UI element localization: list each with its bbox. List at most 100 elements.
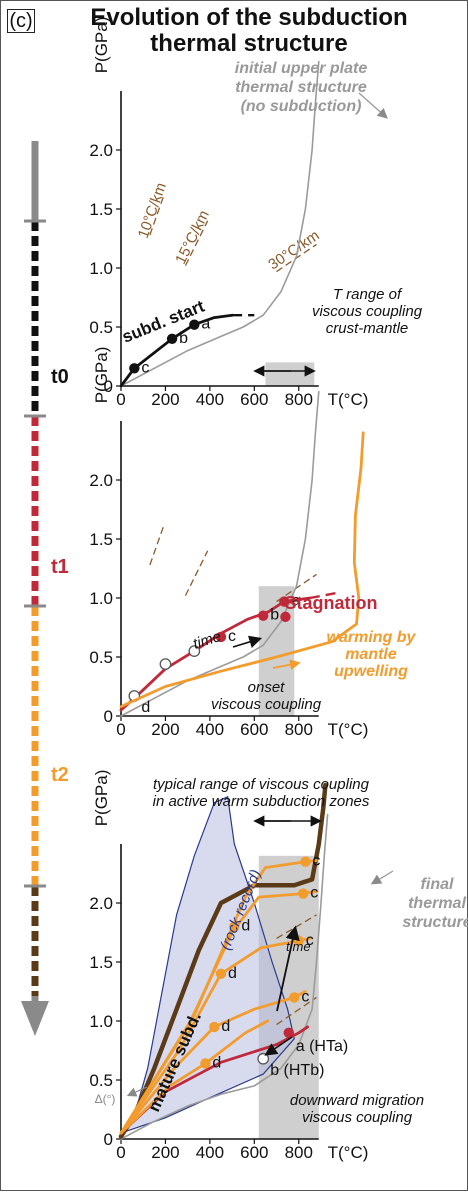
panel-t1-gradient-line-2 — [184, 550, 209, 596]
panel-t2-xtick-label-800: 800 — [285, 1143, 313, 1162]
panel-t2-marker-intermediate-5-c — [300, 856, 311, 867]
panel-t1-marker-stagnation-a — [279, 596, 290, 607]
t1-warming-annotation-line-2: mantle — [345, 646, 397, 663]
t2-typical-range-annotation-line-2: in active warm subduction zones — [153, 793, 370, 810]
t1-onset-annotation-line-2: viscous coupling — [211, 696, 322, 713]
panel-t1-series-stagnation-dashed — [309, 590, 342, 600]
panel-t1-marker-label-stagnation-2: a — [291, 593, 300, 610]
t0-trange-annotation-line-2: viscous coupling — [312, 303, 423, 320]
timeline-label-t0: t0 — [51, 366, 69, 388]
panel-t2-marker-intermediate-1-d — [200, 1058, 211, 1069]
panel-t0-marker-label-subduction-start-1: b — [179, 330, 188, 347]
panel-t0-gradient-label-3: 30°C/km — [265, 227, 322, 273]
panel-t2-marker-intermediate-3-d — [215, 968, 227, 979]
panel-t0-ytick-label-1: 1.0 — [89, 259, 113, 278]
panel-t0-series-initial-upper-plate — [120, 60, 320, 387]
panel-t2-series-final-thermal — [120, 813, 329, 1140]
panel-t0-shaded-range — [265, 362, 315, 386]
panel-t1-marker-stagnation-c — [215, 631, 227, 643]
t0-trange-annotation-line-3: crust-mantle — [326, 320, 409, 337]
panel-t2-rock-record-area — [119, 795, 295, 1135]
panel-t2-marker-label-intermediate-5-0: c — [312, 853, 320, 870]
panel-t1-ytick-label-1.5: 1.5 — [89, 530, 113, 549]
panel-t1-open-marker-stagnation-1 — [159, 658, 172, 670]
panel-t0-xlabel: T(°C) — [328, 390, 369, 409]
panel-t2-marker-label-intermediate-3-1: c — [306, 932, 314, 949]
panel-t1-ytick-label-0: 0 — [104, 707, 113, 726]
panel-t0-gradient-label-1: 10°C/km — [135, 181, 170, 241]
t0-initial-annotation-line-3: (no subduction) — [241, 98, 362, 115]
panel-t2-marker-label-intermediate-3-0: d — [228, 965, 237, 982]
t2-time-arrow — [276, 925, 300, 1012]
panel-t2: 0 0.5 1.0 1.5 2.0 0 200 400 600 800 T(°C) P(GPa) a (… — [89, 770, 368, 1162]
title-line-1: Evolution of the subduction — [90, 4, 408, 31]
panel-t1: 0 0.5 1.0 1.5 2.0 0 200 400 600 800 T(°C) P(GPa) c ba… — [89, 347, 368, 739]
panel-label: (c) — [7, 9, 35, 33]
panel-t0-marker-subduction-start-b — [166, 333, 178, 344]
panel-t2-series-mature-subduction — [118, 782, 328, 1139]
t2-final-annotation-line-3: structure — [402, 914, 468, 931]
panel-t0-ylabel: P(GPa) — [92, 17, 111, 74]
t1-warming-annotation-line-3: upwelling — [334, 663, 408, 680]
panel-t0-gradient-line-2 — [184, 220, 209, 266]
panel-t1-gradient-line-1 — [149, 526, 164, 566]
t2-typical-range-annotation-line-1: typical range of viscous coupling — [153, 776, 370, 793]
panel-t2-ytick-label-1.5: 1.5 — [89, 953, 113, 972]
panel-t2-xtick-label-600: 600 — [240, 1143, 268, 1162]
panel-t1-marker-label-stagnation-0: c — [228, 628, 236, 645]
panel-t0-ytick-label-1.5: 1.5 — [89, 200, 113, 219]
panel-t0-ytick-label-2: 2.0 — [89, 141, 113, 160]
panel-t1-ytick-label-0.5: 0.5 — [89, 648, 113, 667]
panel-t1-marker-stagnation-b — [258, 610, 269, 621]
t1-time-label: time — [191, 628, 223, 653]
panel-t1-xlabel: T(°C) — [328, 720, 369, 739]
panel-t2-marker-label-downward-migration-0: a (HTa) — [296, 1038, 348, 1055]
panel-t0-marker-subduction-start-a — [189, 319, 200, 330]
panel-t2-marker-intermediate-4-c — [298, 888, 309, 899]
panel-t1-ytick-label-1: 1.0 — [89, 589, 113, 608]
timeline-label-t1: t1 — [51, 556, 69, 578]
panel-t1-marker-stagnation-3 — [280, 611, 291, 623]
t2-delta-label: Δ(°) — [95, 1092, 116, 1106]
t1-time-arrow — [232, 635, 263, 648]
t0-initial-arrow — [358, 92, 388, 119]
t1-stagnation-label: Stagnation — [285, 593, 378, 613]
panel-t2-gradient-line-2 — [276, 996, 317, 1026]
panel-t2-ytick-label-1: 1.0 — [89, 1012, 113, 1031]
t0-initial-annotation-line-2: thermal structure — [235, 79, 367, 96]
panel-t2-marker-downward-migration-a (HTa) — [283, 1027, 294, 1039]
panel-t1-xtick-label-600: 600 — [240, 720, 268, 739]
t2-downward-arrow — [264, 1036, 293, 1056]
t2-downward-annotation-line-2: viscous coupling — [302, 1109, 413, 1126]
t2-final-annotation-line-2: thermal — [408, 895, 466, 912]
panel-t2-ytick-label-0: 0 — [104, 1130, 113, 1149]
panel-t0-xtick-label-0: 0 — [116, 390, 125, 409]
title-line-2: thermal structure — [150, 30, 348, 57]
panel-t1-series-mantle-upwelling — [119, 431, 365, 708]
t1-warming-annotation-line-1: warming by — [327, 629, 417, 646]
panel-t2-marker-label-intermediate-2-0: d — [221, 1018, 230, 1035]
panel-t2-marker-intermediate-2-d — [209, 1021, 220, 1033]
panel-t0-marker-label-subduction-start-0: c — [141, 359, 149, 376]
t2-final-annotation-line-1: final — [421, 876, 454, 893]
panel-t0-xtick-label-200: 200 — [151, 390, 179, 409]
panel-t0-xtick-label-600: 600 — [240, 390, 268, 409]
t2-final-arrow — [370, 870, 394, 885]
panel-t2-xlabel: T(°C) — [328, 1143, 369, 1162]
panel-t2-open-marker-downward-migration-0 — [257, 1052, 270, 1065]
t0-initial-annotation-line-1: initial upper plate — [235, 60, 368, 77]
panel-t2-marker-label-intermediate-2-1: c — [301, 988, 309, 1005]
panel-t2-marker-label-intermediate-4-0: d — [241, 918, 250, 935]
figure-title: Evolution of the subduction thermal stru… — [59, 5, 439, 57]
t1-warming-arrow — [272, 659, 301, 671]
t0-trange-annotation-line-1: T range of — [333, 286, 403, 303]
timeline-label-t2: t2 — [51, 764, 69, 786]
panel-t2-ylabel: P(GPa) — [92, 770, 111, 827]
panel-t2-xtick-label-200: 200 — [151, 1143, 179, 1162]
panel-t2-marker-label-intermediate-1-0: d — [212, 1054, 221, 1071]
panel-t1-open-marker-label-stagnation-0: d — [141, 699, 150, 716]
panel-t1-ylabel: P(GPa) — [92, 347, 111, 404]
t1-onset-annotation-line-1: onset — [248, 679, 286, 696]
